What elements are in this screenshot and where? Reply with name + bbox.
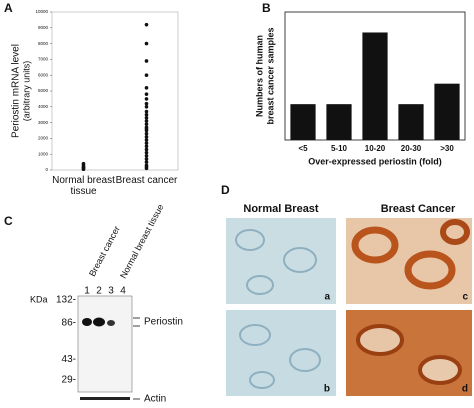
data-point (144, 112, 149, 117)
panel-label: A (4, 1, 13, 15)
bar (434, 83, 460, 140)
lane-number: 2 (96, 286, 102, 297)
panel-label: B (262, 1, 271, 15)
plot-frame (51, 11, 179, 171)
data-point (144, 138, 149, 142)
lane-number: 4 (120, 286, 126, 297)
y-axis-label: Numbers of human (254, 35, 264, 117)
data-point (144, 122, 149, 126)
x-tick-label: Normal breast tissue (52, 175, 115, 197)
y-axis-label: Periostin mRNA level (11, 44, 22, 138)
y-tick-label: 2000 (38, 136, 49, 141)
y-tick-label: 4000 (38, 104, 49, 109)
data-point (144, 160, 149, 164)
data-point (144, 105, 149, 109)
y-tick-label: 0 (45, 167, 48, 172)
x-axis-label: Over-expressed periostin (fold) (308, 156, 442, 166)
y-tick-label: 7000 (38, 57, 49, 62)
data-point (144, 109, 149, 114)
y-axis-label: breast cancer samples (265, 27, 275, 124)
y-tick-label: 1000 (38, 151, 49, 156)
x-tick-label: >30 (440, 144, 454, 153)
mw-marker: 86- (62, 317, 76, 328)
x-tick-label: <5 (298, 144, 308, 153)
y-tick-label: 3000 (38, 120, 49, 125)
data-point (144, 97, 149, 101)
data-point (144, 157, 149, 161)
lane-label: Normal breast tissue (118, 202, 166, 280)
bar (326, 104, 352, 140)
mw-marker: 29- (62, 375, 76, 386)
micrograph-label: b (324, 384, 330, 395)
x-tick-label: 5-10 (331, 144, 348, 153)
bar (398, 104, 424, 140)
data-point (144, 41, 149, 46)
y-tick-label: 6000 (38, 72, 49, 77)
x-tick-label: 20-30 (401, 144, 422, 153)
data-point (144, 147, 149, 152)
data-point (144, 119, 149, 123)
x-tick-label-box: Normal breast tissue (52, 175, 115, 197)
data-point (144, 131, 149, 136)
data-point (144, 22, 149, 27)
y-tick-label: 5000 (38, 88, 49, 93)
data-point (144, 153, 149, 158)
y-tick-label: 9000 (38, 25, 49, 30)
mw-label: KDa (30, 294, 48, 304)
y-axis-label: (arbitrary units) (21, 61, 31, 122)
data-point (144, 116, 149, 120)
micrograph-label: a (324, 292, 330, 303)
data-point (144, 101, 149, 106)
band-label: Periostin (144, 317, 183, 328)
micrograph (226, 218, 472, 396)
band-label: Actin (144, 394, 166, 405)
bar (362, 32, 388, 141)
x-tick-label: Breast cancer (115, 175, 178, 186)
data-point (144, 141, 149, 145)
data-point (144, 135, 149, 139)
micrograph-label: c (462, 292, 468, 303)
x-tick-label-box: Breast cancer (115, 175, 178, 186)
column-title: Breast Cancer (381, 203, 456, 215)
micrograph-label: d (462, 384, 468, 395)
data-point (144, 92, 149, 96)
data-point (144, 144, 149, 149)
lane-number: 3 (108, 286, 114, 297)
blot-membrane (77, 295, 133, 393)
bar (290, 104, 316, 140)
data-point (144, 128, 149, 133)
data-point (144, 86, 149, 90)
data-point (144, 166, 149, 171)
data-point (144, 59, 149, 63)
panel-label: D (221, 183, 230, 197)
data-point (144, 150, 149, 155)
column-title: Normal Breast (243, 203, 319, 215)
y-tick-label: 8000 (38, 41, 49, 46)
data-point (144, 73, 149, 77)
panel-label: C (4, 214, 13, 228)
lane-label: Breast cancer (87, 224, 122, 278)
mw-marker: 43- (62, 354, 76, 365)
mw-marker: 132- (56, 295, 76, 306)
data-point (81, 161, 86, 166)
blot-bands (80, 317, 130, 400)
lane-number: 1 (84, 286, 90, 297)
x-tick-label: 10-20 (365, 144, 386, 153)
y-tick-label: 10000 (35, 9, 48, 14)
